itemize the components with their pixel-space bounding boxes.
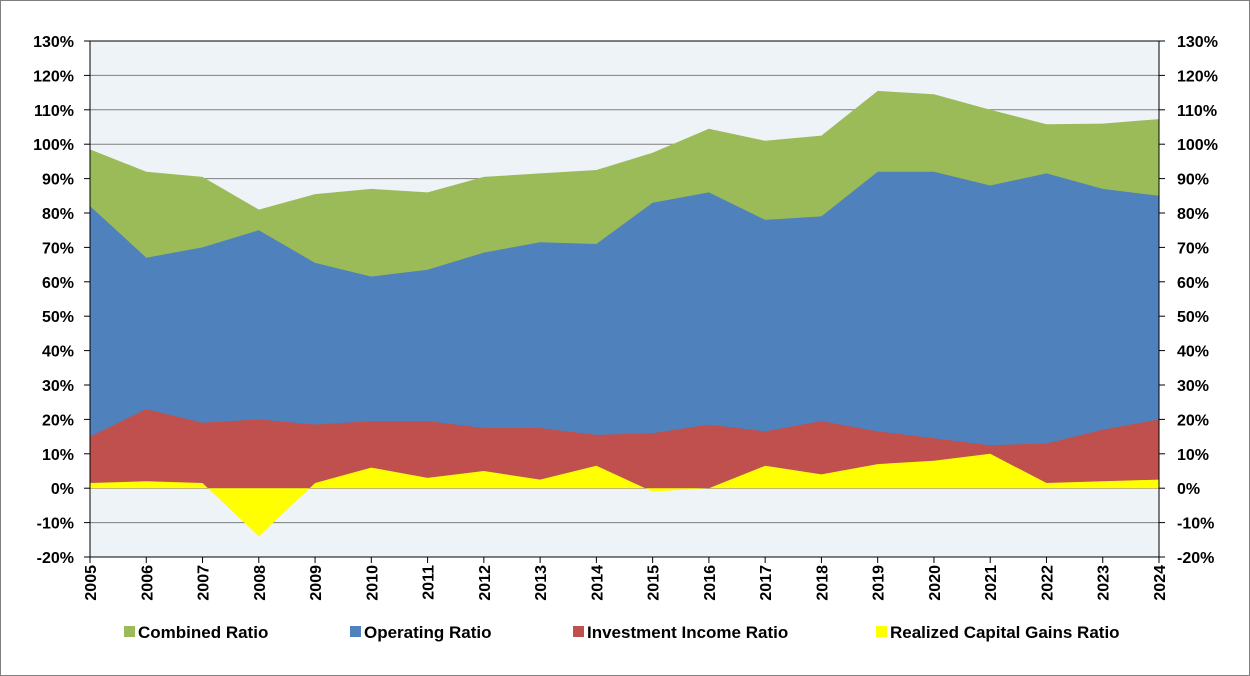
right-tick-label: 110%	[1177, 103, 1217, 120]
x-tick-label: 2023	[1096, 565, 1113, 601]
left-tick-label: -20%	[37, 550, 74, 567]
area-operating-ratio	[90, 171, 1159, 489]
right-tick-label: -20%	[1177, 550, 1214, 567]
right-tick-label: 40%	[1177, 344, 1209, 361]
x-tick-label: 2005	[83, 565, 100, 601]
right-tick-label: -10%	[1177, 516, 1214, 533]
x-tick-label: 2006	[139, 565, 156, 601]
legend-label: Operating Ratio	[364, 623, 492, 642]
x-tick-label: 2012	[477, 565, 494, 601]
left-tick-label: 50%	[42, 309, 74, 326]
left-tick-label: 30%	[42, 378, 74, 395]
right-tick-label: 90%	[1177, 172, 1209, 189]
x-tick-label: 2014	[589, 565, 606, 601]
x-tick-label: 2021	[983, 565, 1000, 601]
x-tick-label: 2020	[927, 565, 944, 601]
legend-swatch	[124, 626, 135, 637]
left-tick-label: 0%	[51, 481, 74, 498]
right-tick-label: 60%	[1177, 275, 1209, 292]
x-tick-label: 2024	[1152, 565, 1169, 601]
x-tick-label: 2016	[702, 565, 719, 601]
right-tick-label: 80%	[1177, 206, 1209, 223]
left-tick-label: 90%	[42, 172, 74, 189]
legend-swatch	[350, 626, 361, 637]
x-tick-label: 2017	[758, 565, 775, 601]
legend: Combined Ratio Operating Ratio Investment …	[124, 623, 1120, 642]
left-tick-label: 130%	[33, 34, 74, 51]
left-tick-label: -10%	[37, 516, 74, 533]
left-tick-label: 70%	[42, 240, 74, 257]
left-y-axis: -20% -10% 0% 10% 20% 30% 40% 50% 60% 70% 80% 90% 100…	[33, 34, 90, 567]
area-realized-capital-gains-ratio	[90, 453, 1159, 537]
x-tick-label: 2013	[533, 565, 550, 601]
legend-label: Realized Capital Gains Ratio	[890, 623, 1120, 642]
x-tick-label: 2008	[252, 565, 269, 601]
left-tick-label: 10%	[42, 447, 74, 464]
legend-label: Investment Income Ratio	[587, 623, 788, 642]
right-y-axis: -20% -10% 0% 10% 20% 30% 40% 50% 60% 70% 80% 90% 100…	[1159, 34, 1218, 567]
legend-label: Combined Ratio	[138, 623, 268, 642]
x-tick-label: 2009	[308, 565, 325, 601]
right-tick-label: 130%	[1177, 34, 1218, 51]
right-tick-label: 0%	[1177, 481, 1200, 498]
left-tick-label: 60%	[42, 275, 74, 292]
area-series	[90, 90, 1159, 537]
x-tick-label: 2010	[364, 565, 381, 601]
legend-swatch	[573, 626, 584, 637]
right-tick-label: 10%	[1177, 447, 1209, 464]
x-tick-label: 2011	[421, 565, 438, 600]
x-tick-label: 2022	[1039, 565, 1056, 601]
left-tick-label: 120%	[33, 68, 74, 85]
x-tick-label: 2007	[196, 565, 213, 601]
x-tick-label: 2019	[871, 565, 888, 601]
x-tick-label: 2015	[646, 565, 663, 601]
legend-swatch	[876, 626, 887, 637]
left-tick-label: 80%	[42, 206, 74, 223]
left-tick-label: 40%	[42, 344, 74, 361]
right-tick-label: 120%	[1177, 68, 1218, 85]
plot-border	[89, 40, 1160, 558]
right-tick-label: 30%	[1177, 378, 1209, 395]
right-tick-label: 50%	[1177, 309, 1209, 326]
x-axis: 2005 2006 2007 2008 2009 2010 2011 2012 2013 2014…	[83, 557, 1169, 601]
plot-border-rect	[89, 40, 1160, 558]
left-tick-label: 110%	[34, 103, 74, 120]
right-tick-label: 20%	[1177, 412, 1209, 429]
left-tick-label: 20%	[42, 412, 74, 429]
right-tick-label: 70%	[1177, 240, 1209, 257]
right-tick-label: 100%	[1177, 137, 1218, 154]
left-tick-label: 100%	[33, 137, 74, 154]
x-tick-label: 2018	[814, 565, 831, 601]
